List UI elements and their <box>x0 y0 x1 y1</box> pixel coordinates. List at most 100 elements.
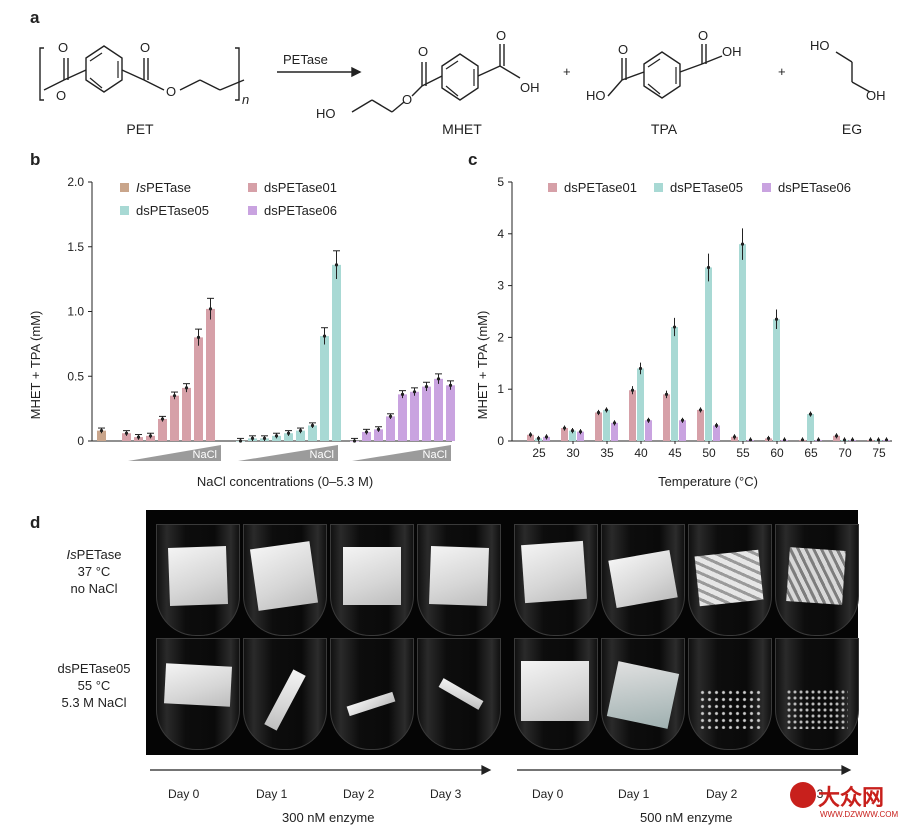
watermark-text: 大众网 <box>818 786 885 811</box>
bar-dspetase05-7 <box>320 336 329 441</box>
pet-film <box>249 541 319 611</box>
bar-dspetase01-45 <box>663 394 670 441</box>
bar-dspetase06-6 <box>422 386 431 441</box>
panel-label-a: a <box>30 8 40 27</box>
tube-r2-d2-500 <box>688 638 772 750</box>
bar-dspetase05-50 <box>705 267 712 441</box>
day-label-300-0: Day 0 <box>168 787 200 801</box>
data-point-dspetase05-30 <box>570 429 575 433</box>
row-label-dspetase05: dsPETase05 55 °C 5.3 M NaCl <box>46 660 142 711</box>
timeline <box>150 765 852 775</box>
mhet-o-carbonyl: O <box>418 44 428 59</box>
legend-swatch-dspetase01 <box>248 183 257 192</box>
legend-label-c-dspetase06: dsPETase06 <box>778 180 851 195</box>
chart-b-y-tick-label: 0.5 <box>67 369 84 383</box>
data-point-dspetase05-4 <box>286 431 291 435</box>
bar-dspetase06-40 <box>645 420 652 441</box>
tube-r2-d2 <box>330 638 414 750</box>
tube-r2-d0 <box>156 638 240 750</box>
data-point-dspetase05-75 <box>876 438 881 442</box>
row1-temperature: 37 °C <box>77 564 111 579</box>
data-point-dspetase01-0 <box>124 431 129 435</box>
pet-o-ester-1: O <box>56 88 66 103</box>
data-point-dspetase06-5 <box>412 390 417 394</box>
day-label-500-1: Day 1 <box>618 787 650 801</box>
bar-dspetase01-40 <box>629 390 636 441</box>
chart-c-y-tick-label: 4 <box>497 227 504 241</box>
chart-c-x-tick-label: 70 <box>838 446 852 460</box>
plus-sign-1: + <box>563 64 571 79</box>
data-point-dspetase06-45 <box>680 418 685 422</box>
data-point-dspetase05-35 <box>604 408 609 412</box>
bar-dspetase06-8 <box>446 385 455 441</box>
panel-label-d: d <box>30 513 41 532</box>
data-point-dspetase05-55 <box>740 242 745 246</box>
enzyme-label-500: 500 nM enzyme <box>640 810 733 825</box>
row2-salt: 5.3 M NaCl <box>61 695 127 710</box>
data-point-dspetase06-55 <box>748 438 753 442</box>
chart-c-x-tick-label: 25 <box>532 446 546 460</box>
pet-n-label: n <box>242 92 249 107</box>
data-point-dspetase05-50 <box>706 265 711 270</box>
reaction-scheme: O O O O n PETase HO O O O OH + HO O O OH… <box>39 28 886 137</box>
nacl-gradient-label: NaCl <box>193 449 217 461</box>
bar-dspetase06-30 <box>577 431 584 441</box>
bar-dspetase06-1 <box>362 431 371 441</box>
bar-dspetase06-50 <box>713 425 720 441</box>
pet-o-carbonyl-2: O <box>140 40 150 55</box>
chart-c-x-tick-label: 55 <box>736 446 750 460</box>
pet-o-ester-2: O <box>166 84 176 99</box>
compound-tpa: TPA <box>651 121 678 137</box>
bar-dspetase05-55 <box>739 244 746 441</box>
chart-c-x-tick-label: 45 <box>668 446 682 460</box>
data-point-dspetase06-50 <box>714 423 719 428</box>
tube-r1-d3-500 <box>775 524 859 636</box>
data-point-dspetase01-55 <box>732 435 737 439</box>
data-point-dspetase06-2 <box>376 427 381 431</box>
tpa-o-1: O <box>618 42 628 57</box>
bar-dspetase01-50 <box>697 409 704 441</box>
row1-enzyme-rest: PETase <box>76 547 122 562</box>
bar-dspetase05-6 <box>308 425 317 441</box>
data-point-dspetase05-2 <box>262 436 267 441</box>
eg-oh: OH <box>866 88 886 103</box>
chart-c-x-axis-label: Temperature (°C) <box>658 474 758 489</box>
bar-dspetase01-7 <box>206 308 215 441</box>
watermark-emblem <box>790 782 816 808</box>
legend-ispetase-rest: PETase <box>146 180 191 195</box>
legend-swatch-c-dspetase06 <box>762 183 771 192</box>
tpa-o-2: O <box>698 28 708 43</box>
day-label-300-2: Day 2 <box>343 787 375 801</box>
nacl-gradient-wedge <box>238 445 338 461</box>
chart-b-y-tick-label: 0 <box>77 434 84 448</box>
legend-swatch-c-dspetase01 <box>548 183 557 192</box>
watermark-url: WWW.DZWWW.COM <box>820 810 899 819</box>
pet-film <box>264 669 306 731</box>
data-point-dspetase05-70 <box>842 438 847 442</box>
data-point-dspetase06-75 <box>884 438 889 442</box>
tpa-ho: HO <box>586 88 606 103</box>
panel-label-c: c <box>468 150 478 169</box>
bar-dspetase05-4 <box>284 433 293 441</box>
data-point-dspetase06-8 <box>448 383 453 387</box>
bar-dspetase01-6 <box>194 337 203 441</box>
data-point-dspetase06-25 <box>544 435 549 439</box>
data-point-dspetase05-60 <box>774 317 779 321</box>
legend-label-ispetase: IsPETase <box>136 180 191 195</box>
pet-film <box>343 547 401 605</box>
mhet-oh: OH <box>520 80 540 95</box>
legend-label-c-dspetase01: dsPETase01 <box>564 180 637 195</box>
legend-swatch-c-dspetase05 <box>654 183 663 192</box>
chart-b-y-tick-label: 1.0 <box>67 305 84 319</box>
chart-c-y-tick-label: 2 <box>497 330 504 344</box>
chart-c-x-tick-label: 65 <box>804 446 818 460</box>
chart-c-x-tick-label: 40 <box>634 446 648 460</box>
chart-c-y-tick-label: 3 <box>497 279 504 293</box>
legend-label-c-dspetase05: dsPETase05 <box>670 180 743 195</box>
mhet-o-acid: O <box>496 28 506 43</box>
row2-enzyme: dsPETase05 <box>57 661 131 676</box>
legend-swatch-dspetase06 <box>248 206 257 215</box>
row1-salt: no NaCl <box>70 581 118 596</box>
bar-dspetase06-3 <box>386 416 395 441</box>
pet-film <box>521 540 587 604</box>
